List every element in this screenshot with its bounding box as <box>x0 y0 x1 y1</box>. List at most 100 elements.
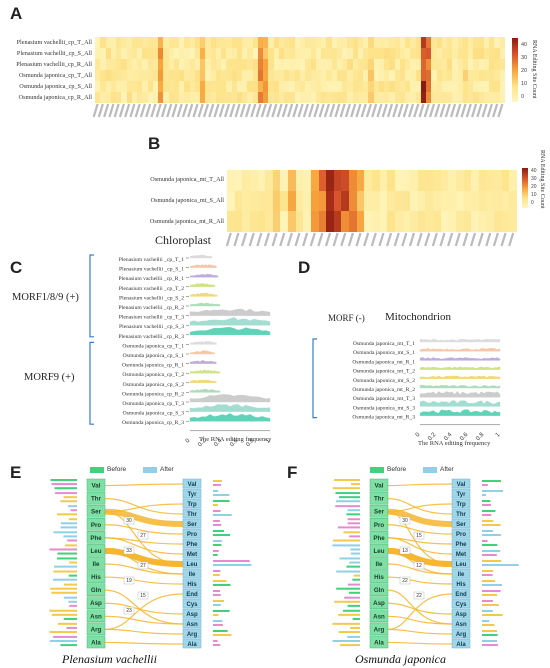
heat-cell <box>116 48 122 60</box>
aa-before-label: Ser <box>91 509 102 516</box>
heat-cell <box>200 92 206 104</box>
heat-cell <box>215 37 222 49</box>
aa-after-label: Cys <box>186 602 198 608</box>
heat-cell <box>189 70 196 82</box>
codon-bar <box>68 505 77 508</box>
aa-after-label: His <box>456 582 466 588</box>
heat-cell <box>394 170 403 191</box>
heat-cell <box>179 37 185 49</box>
heat-cell <box>402 190 411 212</box>
heat-cell <box>473 48 479 60</box>
heat-cell <box>457 48 464 60</box>
aa-before-label: Ser <box>374 509 385 516</box>
heat-cell <box>194 92 201 104</box>
heat-cell <box>142 48 148 60</box>
heat-cell <box>347 37 353 49</box>
heat-cell <box>257 48 264 60</box>
heat-cell <box>318 211 327 233</box>
x-tick-label: 0.8 <box>245 438 256 449</box>
codon-bar <box>63 617 77 620</box>
codon-bar <box>68 600 77 603</box>
aa-before-box <box>369 583 389 596</box>
codon-bar <box>213 530 224 532</box>
heat-cell <box>436 59 443 71</box>
heat-cell <box>352 37 359 49</box>
panel-label-c: C <box>10 258 23 277</box>
heat-cell <box>321 92 327 104</box>
heat-cell <box>226 70 232 82</box>
heatmap-a-row-label: Plenasium vachellii_cp_S_All <box>16 49 92 57</box>
x-tick-mark <box>263 232 271 247</box>
aa-after-label: Met <box>456 552 466 558</box>
x-tick-mark <box>481 103 488 118</box>
aa-after-box <box>182 528 202 539</box>
heat-cell <box>268 92 274 104</box>
heat-cell <box>263 81 269 93</box>
heat-cell <box>494 81 501 93</box>
codon-bar <box>57 513 77 516</box>
legend-before-e: Before <box>107 466 127 473</box>
x-tick-mark <box>418 103 425 118</box>
heat-cell <box>342 59 348 71</box>
colorbar-a-label: RNA Editing Site Count <box>531 40 537 99</box>
codon-bar <box>352 578 360 581</box>
codon-bar <box>482 640 498 642</box>
colorbar-a <box>512 38 518 102</box>
heat-cell <box>284 81 290 93</box>
codon-bar <box>213 580 227 582</box>
heat-cell <box>289 81 296 93</box>
heat-cell <box>331 59 338 71</box>
heat-cell <box>294 59 301 71</box>
heat-cell <box>478 211 487 233</box>
codon-bar <box>482 590 501 592</box>
heat-cell <box>394 37 401 49</box>
flow-label: 30 <box>402 518 408 524</box>
heat-cell <box>168 70 175 82</box>
heat-cell <box>163 92 169 104</box>
aa-after-label: Val <box>457 482 466 488</box>
heat-cell <box>441 81 448 93</box>
codon-bar <box>213 594 221 596</box>
heat-cell <box>242 170 251 191</box>
heat-cell <box>294 81 301 93</box>
heat-cell <box>372 211 380 233</box>
flow-label: 13 <box>402 548 408 554</box>
heat-cell <box>347 59 353 71</box>
heat-cell <box>288 190 296 212</box>
x-tick-label: 0.4 <box>213 438 224 449</box>
heat-cell <box>363 81 369 93</box>
heat-cell <box>384 92 390 104</box>
x-tick-label: 0.2 <box>197 438 208 449</box>
ridge-row-label: Osmunda japonica_mt_R_3 <box>352 415 415 421</box>
sankey-flow <box>104 498 184 515</box>
heat-cell <box>257 37 264 49</box>
heat-cell <box>163 70 169 82</box>
x-tick-label: 0.2 <box>427 432 438 443</box>
sankey-flow <box>104 563 184 575</box>
heat-cell <box>116 37 122 49</box>
codon-bar <box>213 510 221 512</box>
heat-cell <box>205 81 211 93</box>
heat-cell <box>310 190 319 212</box>
codon-bar <box>336 570 360 573</box>
heat-cell <box>349 170 358 191</box>
heat-cell <box>215 59 222 71</box>
heat-cell <box>278 59 285 71</box>
heat-cell <box>278 48 285 60</box>
heat-cell <box>448 211 457 233</box>
heat-cell <box>349 211 358 233</box>
x-tick-mark <box>376 103 383 118</box>
flow-label: 22 <box>402 578 408 584</box>
heat-cell <box>105 48 112 60</box>
x-tick-mark <box>108 103 115 118</box>
heat-cell <box>95 48 101 60</box>
heat-cell <box>200 48 206 60</box>
heat-cell <box>331 92 338 104</box>
heat-cell <box>378 81 385 93</box>
panel-d-title: Mitochondrion <box>385 311 451 323</box>
heat-cell <box>126 70 133 82</box>
heat-cell <box>305 81 311 93</box>
heat-cell <box>105 37 112 49</box>
aa-after-box <box>451 538 471 549</box>
x-tick-mark <box>245 103 252 118</box>
